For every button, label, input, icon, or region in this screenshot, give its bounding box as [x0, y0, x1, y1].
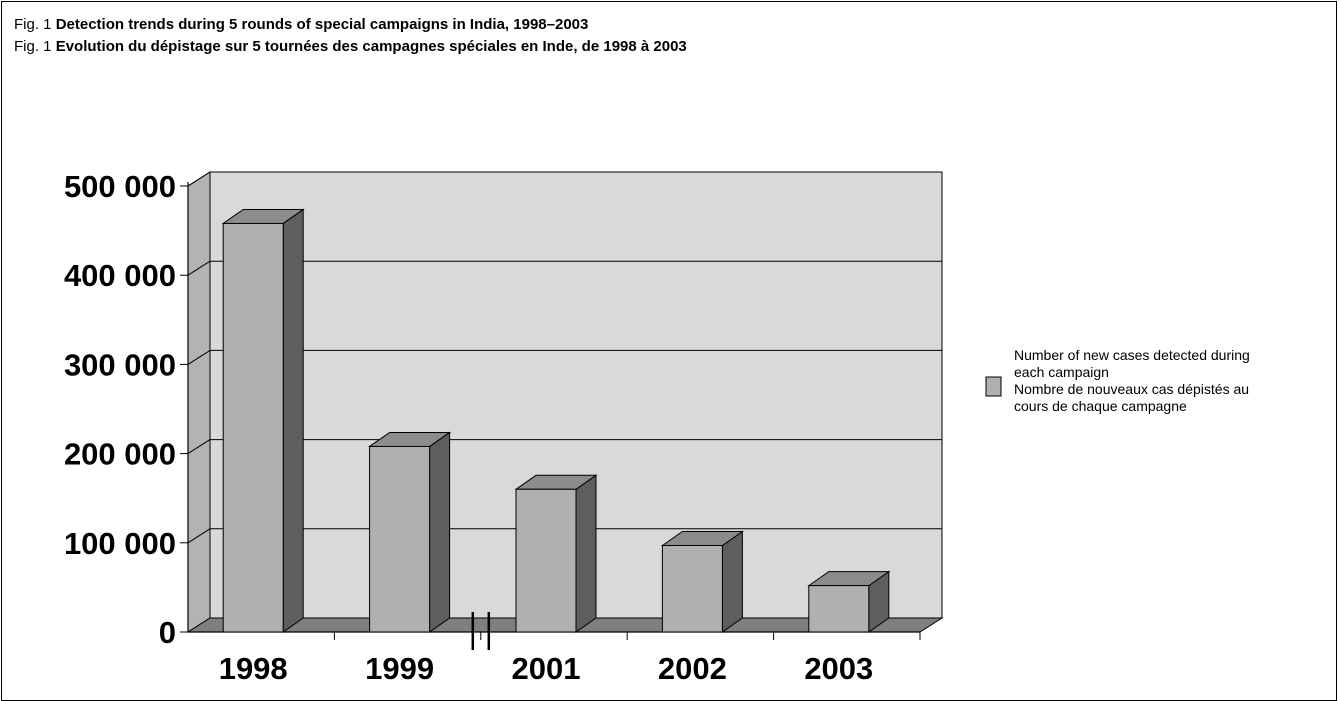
title-french: Fig. 1 Evolution du dépistage sur 5 tour…: [14, 36, 687, 58]
y-tick-label: 500 000: [64, 169, 176, 204]
title-french-text: Evolution du dépistage sur 5 tournées de…: [55, 38, 687, 55]
title-english-label: Fig. 1: [14, 16, 52, 33]
legend-line-2: each campaign: [1014, 364, 1109, 380]
legend-line-4: cours de chaque campagne: [1014, 398, 1187, 414]
x-tick-label: 2001: [512, 651, 581, 686]
bar-side: [282, 208, 304, 633]
bar: [222, 222, 284, 633]
bar: [808, 585, 870, 633]
bar: [369, 445, 431, 633]
title-french-label: Fig. 1: [14, 38, 52, 55]
legend-swatch: [985, 376, 1002, 397]
y-tick-label: 100 000: [64, 526, 176, 561]
x-tick-label: 2003: [804, 651, 873, 686]
x-tick-label: 1998: [219, 651, 288, 686]
chart-bars: [221, 208, 891, 633]
legend-line-1: Number of new cases detected during: [1014, 347, 1250, 363]
axis-break: [471, 612, 491, 650]
bar-side: [429, 431, 451, 633]
gridline-diagonal: [187, 439, 211, 455]
gridline-diagonal: [187, 171, 211, 187]
figure-titles: Fig. 1 Detection trends during 5 rounds …: [14, 14, 687, 58]
y-tick-label: 300 000: [64, 347, 176, 382]
chart-legend: Number of new cases detected during each…: [985, 347, 1250, 414]
title-english: Fig. 1 Detection trends during 5 rounds …: [14, 14, 687, 36]
gridline-diagonal: [187, 528, 211, 544]
gridline-diagonal: [187, 349, 211, 365]
bar-side: [575, 474, 597, 633]
title-english-text: Detection trends during 5 rounds of spec…: [55, 16, 589, 33]
bar: [515, 488, 577, 633]
bar-side: [721, 530, 743, 633]
legend-line-3: Nombre de nouveaux cas dépistés au: [1014, 381, 1249, 397]
x-tick-label: 1999: [365, 651, 434, 686]
bar: [661, 544, 723, 633]
y-tick-label: 0: [159, 615, 176, 650]
x-tick-label: 2002: [658, 651, 727, 686]
plot-left-wall: [187, 171, 211, 633]
x-tick-labels: 1998 1999 2001 2002 2003: [219, 651, 874, 686]
y-tick-label: 200 000: [64, 437, 176, 472]
y-tick-labels: 0 100 000 200 000 300 000 400 000 500 000: [64, 169, 176, 650]
y-tick-label: 400 000: [64, 258, 176, 293]
gridline-diagonal: [187, 260, 211, 276]
